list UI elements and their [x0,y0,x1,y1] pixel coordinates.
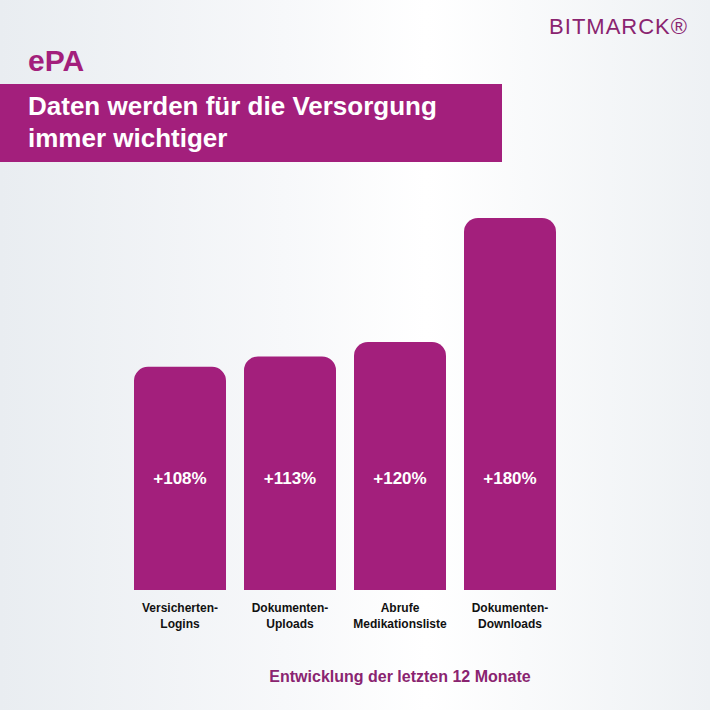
html-text:ePA: ePA [28,44,85,77]
html-text:Daten werden für die Versorgun: Daten werden für die Versorgung immer wi… [28,91,437,153]
svg-text:+180%: +180% [483,469,536,488]
svg-text:Dokumenten-Uploads: Dokumenten-Uploads [252,601,329,631]
svg-text:+108%: +108% [153,469,206,488]
html-text:BITMARCK®: BITMARCK® [549,14,688,39]
svg-text:+113%: +113% [264,469,316,488]
svg-text:Versicherten-Logins: Versicherten-Logins [142,601,218,631]
html-text:Entwicklung der letzten 12 Mon: Entwicklung der letzten 12 Monate [269,668,531,685]
svg-text:Dokumenten-Downloads: Dokumenten-Downloads [472,601,549,631]
svg-text:+120%: +120% [373,469,426,488]
svg-text:AbrufeMedikationsliste: AbrufeMedikationsliste [353,601,447,631]
